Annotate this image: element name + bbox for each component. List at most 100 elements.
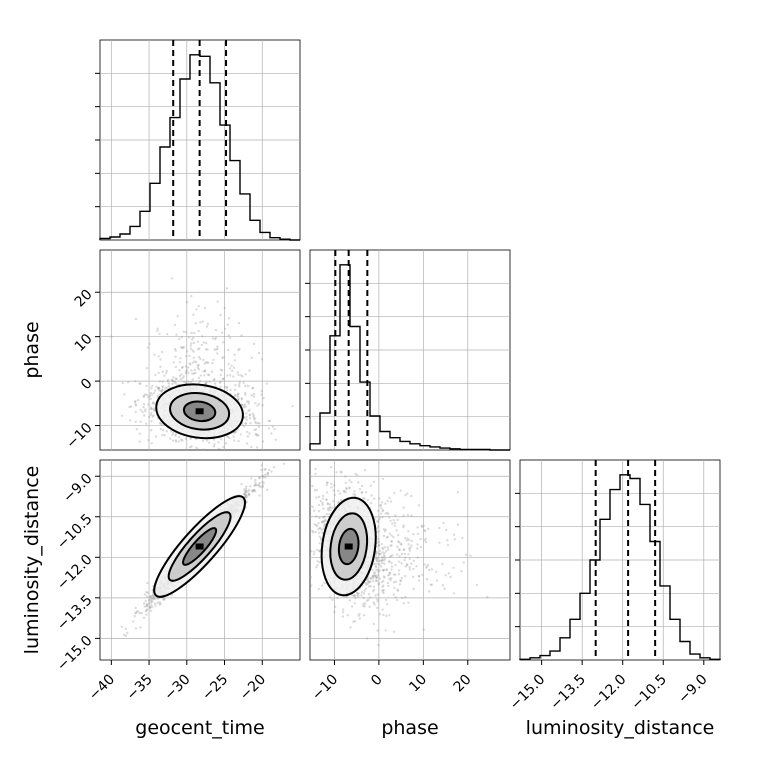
sample-point bbox=[441, 562, 444, 566]
sample-point bbox=[406, 492, 409, 495]
sample-point bbox=[377, 570, 380, 574]
sample-point bbox=[385, 536, 388, 539]
sample-point bbox=[160, 390, 163, 393]
sample-point bbox=[345, 487, 348, 491]
sample-point bbox=[421, 573, 424, 577]
sample-point bbox=[330, 486, 333, 489]
sample-point bbox=[354, 472, 357, 476]
sample-point bbox=[159, 422, 163, 426]
sample-point bbox=[370, 501, 373, 505]
sample-point bbox=[382, 568, 385, 572]
sample-point bbox=[135, 610, 138, 613]
sample-point bbox=[322, 527, 325, 531]
sample-point bbox=[216, 300, 219, 303]
sample-point bbox=[239, 374, 243, 377]
x-tick-label-phase: −10 bbox=[309, 672, 341, 704]
sample-point bbox=[261, 480, 264, 484]
sample-point bbox=[145, 602, 148, 606]
sample-point bbox=[148, 394, 152, 398]
sample-point bbox=[260, 468, 263, 472]
sample-point bbox=[390, 534, 393, 537]
sample-point bbox=[319, 500, 322, 503]
sample-point bbox=[239, 433, 242, 436]
sample-point bbox=[166, 333, 169, 336]
sample-point bbox=[376, 606, 379, 610]
sample-point bbox=[373, 497, 376, 500]
sample-point bbox=[207, 373, 211, 377]
sample-point bbox=[393, 586, 396, 590]
sample-point bbox=[383, 559, 386, 562]
sample-point bbox=[192, 356, 195, 359]
sample-point bbox=[146, 346, 150, 349]
sample-point bbox=[124, 634, 128, 637]
sample-point bbox=[377, 643, 380, 647]
sample-point bbox=[424, 530, 427, 533]
sample-point bbox=[197, 355, 201, 359]
sample-point bbox=[384, 550, 388, 553]
sample-point bbox=[230, 364, 233, 367]
sample-point bbox=[251, 412, 254, 415]
sample-point bbox=[178, 374, 182, 378]
sample-point bbox=[249, 422, 252, 425]
sample-point bbox=[134, 404, 138, 407]
sample-point bbox=[244, 405, 247, 409]
sample-point bbox=[163, 434, 166, 437]
x-tick-label-geocent-time: −20 bbox=[237, 672, 269, 704]
sample-point bbox=[127, 381, 130, 384]
sample-point bbox=[157, 386, 160, 389]
sample-point bbox=[216, 352, 219, 355]
sample-point bbox=[247, 409, 250, 413]
sample-point bbox=[257, 402, 261, 406]
sample-point bbox=[407, 538, 411, 542]
sample-point bbox=[214, 328, 218, 332]
sample-point bbox=[353, 594, 357, 597]
sample-point bbox=[381, 561, 384, 565]
sample-point bbox=[390, 539, 393, 543]
sample-point bbox=[371, 575, 374, 578]
x-tick-label-luminosity-distance: −10.5 bbox=[628, 672, 670, 714]
sample-point bbox=[245, 491, 248, 494]
sample-point bbox=[133, 400, 137, 404]
sample-point bbox=[388, 571, 392, 575]
sample-point bbox=[267, 419, 270, 422]
sample-point bbox=[401, 596, 404, 600]
sample-point bbox=[188, 362, 191, 365]
sample-point bbox=[371, 568, 374, 572]
sample-point bbox=[256, 404, 259, 407]
panel-geocent-time-vs-phase bbox=[99, 249, 301, 452]
sample-point bbox=[382, 589, 386, 592]
sample-point bbox=[146, 591, 149, 594]
sample-point bbox=[372, 622, 375, 626]
sample-point bbox=[224, 442, 228, 445]
sample-point bbox=[188, 354, 191, 358]
sample-point bbox=[248, 414, 252, 417]
sample-point bbox=[136, 398, 140, 402]
sample-point bbox=[254, 478, 257, 482]
sample-point bbox=[367, 580, 371, 583]
sample-point bbox=[377, 582, 380, 585]
sample-point bbox=[242, 404, 246, 407]
sample-point bbox=[321, 584, 324, 587]
sample-point bbox=[260, 358, 264, 361]
sample-point bbox=[245, 412, 248, 415]
sample-point bbox=[241, 375, 244, 378]
sample-point bbox=[221, 377, 225, 381]
sample-point bbox=[390, 568, 393, 571]
sample-point bbox=[372, 590, 375, 593]
sample-point bbox=[254, 490, 257, 493]
sample-point bbox=[145, 609, 148, 612]
sample-point bbox=[352, 594, 356, 597]
sample-point bbox=[338, 492, 341, 495]
sample-point bbox=[375, 551, 378, 554]
sample-point bbox=[375, 568, 378, 572]
x-tick-label-phase: 10 bbox=[406, 672, 430, 696]
sample-point bbox=[261, 485, 264, 488]
sample-point bbox=[158, 332, 161, 335]
sample-point bbox=[247, 493, 251, 496]
sample-point bbox=[397, 533, 400, 537]
sample-point bbox=[134, 410, 137, 414]
sample-point bbox=[144, 610, 148, 613]
sample-point bbox=[212, 378, 215, 382]
sample-point bbox=[225, 448, 228, 452]
